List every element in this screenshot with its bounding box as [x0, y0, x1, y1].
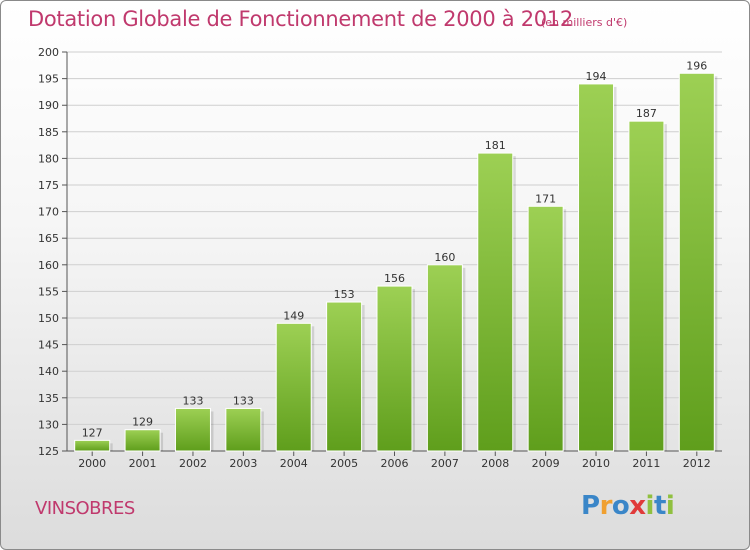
y-tick-label: 140: [38, 365, 59, 378]
bar-2011: [628, 120, 665, 452]
value-label: 133: [233, 394, 254, 407]
y-tick-label: 195: [38, 73, 59, 86]
bar-2000: [74, 439, 111, 452]
x-tick-label: 2002: [179, 457, 207, 470]
value-label: 149: [283, 309, 304, 322]
value-label: 156: [384, 272, 405, 285]
y-tick-label: 180: [38, 152, 59, 165]
logo-letter: t: [653, 491, 666, 521]
y-tick-label: 200: [38, 46, 59, 59]
y-tick-label: 175: [38, 179, 59, 192]
x-tick-label: 2012: [683, 457, 711, 470]
y-tick-label: 130: [38, 418, 59, 431]
x-tick-label: 2009: [532, 457, 560, 470]
x-tick-label: 2004: [280, 457, 308, 470]
y-tick-label: 165: [38, 232, 59, 245]
x-tick-label: 2006: [381, 457, 409, 470]
value-label: 171: [535, 192, 556, 205]
x-tick-label: 2011: [632, 457, 660, 470]
y-tick-label: 170: [38, 206, 59, 219]
value-label: 127: [82, 426, 103, 439]
bar-2002: [174, 407, 211, 452]
x-tick-label: 2005: [330, 457, 358, 470]
bar-2010: [578, 83, 615, 452]
y-tick-label: 185: [38, 126, 59, 139]
y-tick-label: 155: [38, 285, 59, 298]
bar-2012: [678, 72, 715, 452]
value-label: 133: [182, 394, 203, 407]
x-tick-label: 2003: [229, 457, 257, 470]
bar-2008: [477, 152, 514, 452]
logo-letter: r: [599, 491, 613, 521]
y-tick-label: 150: [38, 312, 59, 325]
value-label: 196: [686, 59, 707, 72]
x-tick-label: 2007: [431, 457, 459, 470]
x-tick-label: 2010: [582, 457, 610, 470]
value-label: 153: [334, 288, 355, 301]
value-label: 129: [132, 416, 153, 429]
bar-2007: [426, 264, 463, 452]
bar-2004: [275, 322, 312, 452]
commune-name: VINSOBRES: [35, 498, 135, 519]
logo-letter: P: [581, 491, 600, 521]
bar-2001: [124, 429, 161, 452]
logo-letter: i: [665, 491, 675, 521]
logo-letter: x: [629, 491, 646, 521]
value-label: 187: [636, 107, 657, 120]
bar-2005: [326, 301, 363, 452]
logo-letter: i: [645, 491, 655, 521]
logo-letter: o: [611, 491, 630, 521]
y-tick-label: 145: [38, 339, 59, 352]
value-label: 181: [485, 139, 506, 152]
chart-subtitle: (en milliers d'€): [541, 16, 628, 29]
bars: [74, 72, 718, 452]
labels: 125 130 135 140 145 150 155 160 165 170 175 180 185 1…: [38, 46, 711, 470]
y-tick-label: 135: [38, 392, 59, 405]
value-label: 194: [586, 70, 607, 83]
value-label: 160: [434, 251, 455, 264]
proxiti-logo[interactable]: Proxiti: [581, 491, 675, 521]
bar-2006: [376, 285, 413, 452]
x-tick-label: 2001: [129, 457, 157, 470]
bar-2009: [527, 205, 564, 452]
x-tick-label: 2000: [78, 457, 106, 470]
chart-title: Dotation Globale de Fonctionnement de 20…: [28, 7, 573, 31]
y-tick-label: 125: [38, 445, 59, 458]
x-tick-label: 2008: [481, 457, 509, 470]
y-tick-label: 190: [38, 99, 59, 112]
y-tick-label: 160: [38, 259, 59, 272]
bar-2003: [225, 407, 262, 452]
